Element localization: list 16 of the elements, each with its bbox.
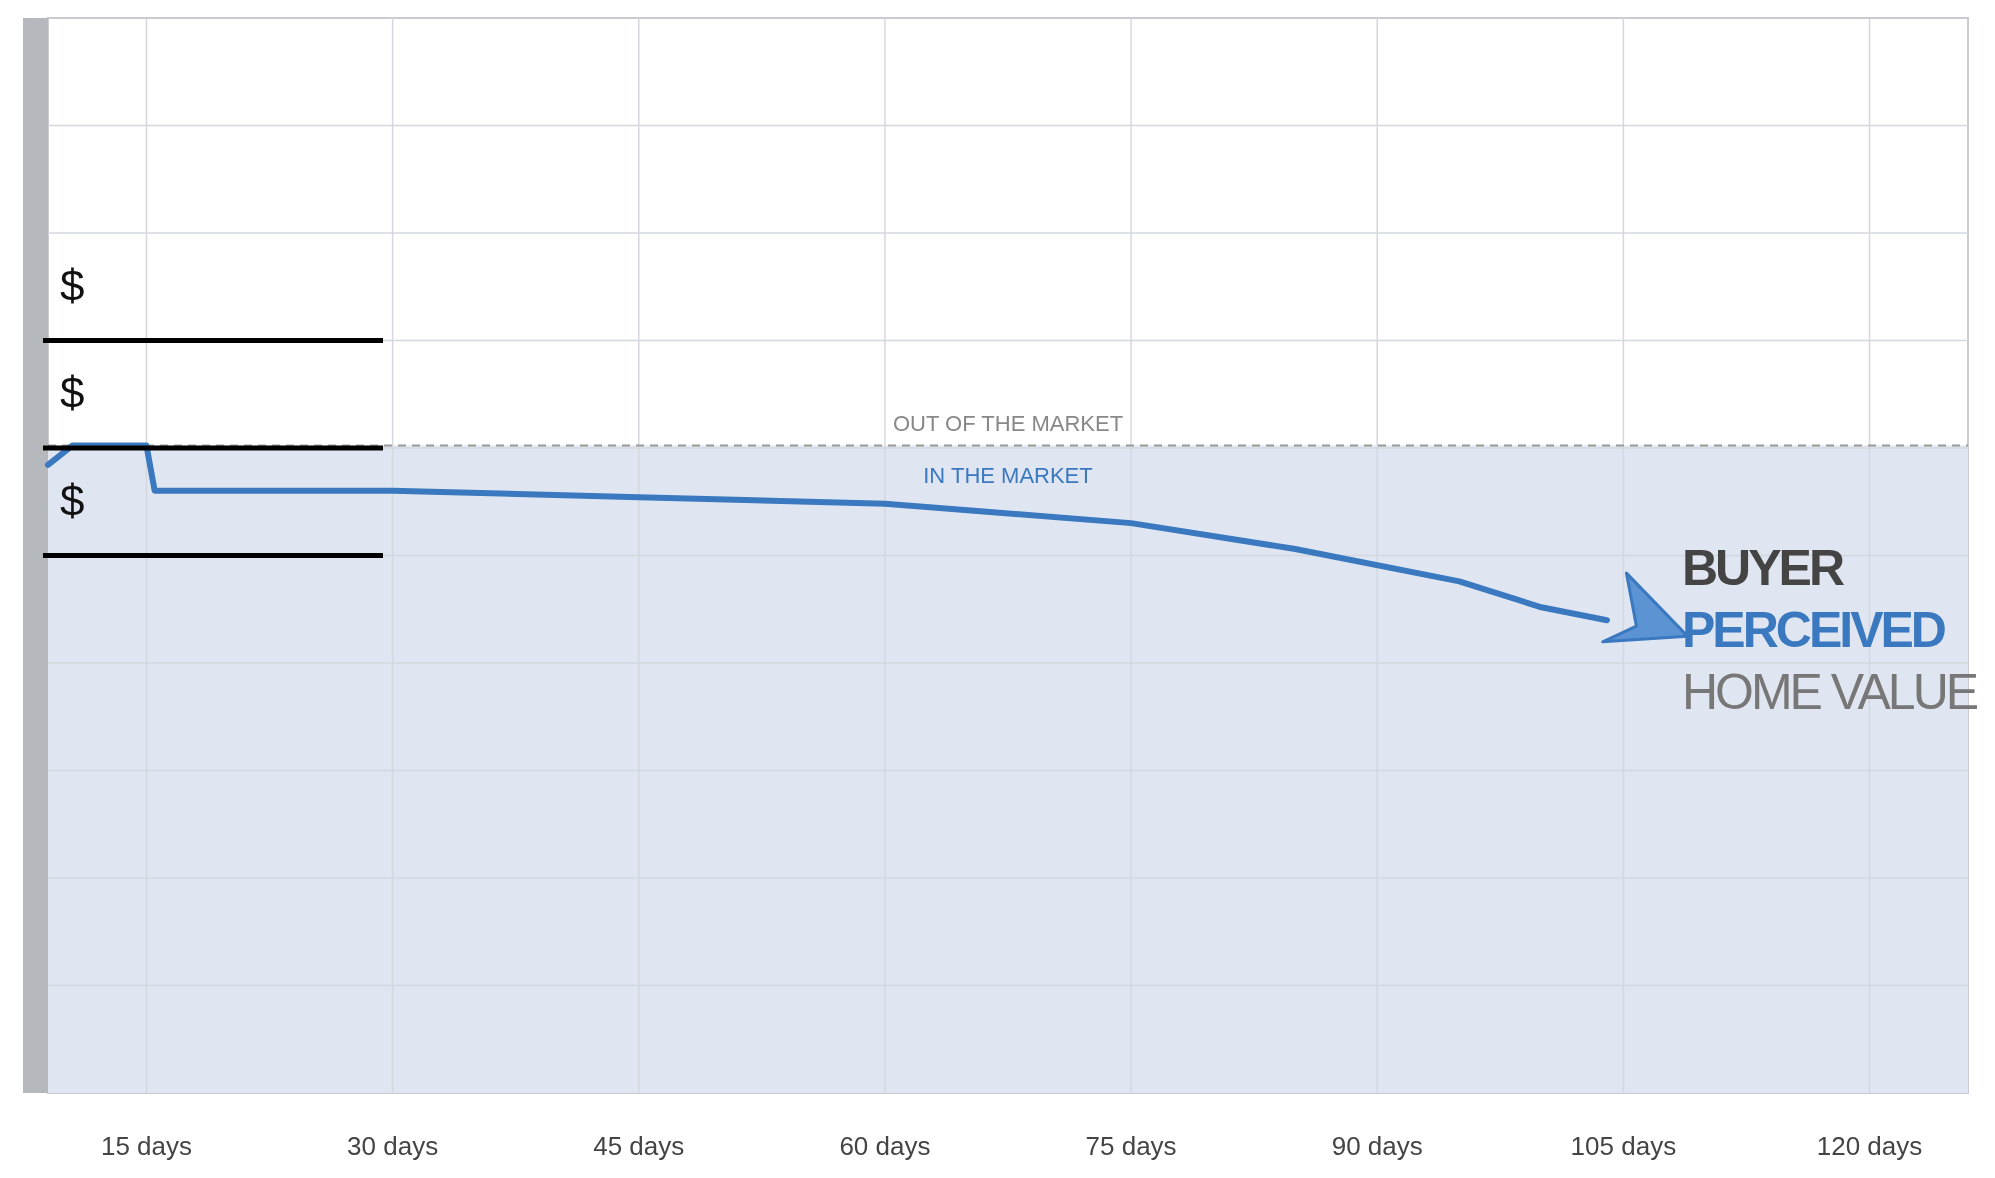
x-tick-label: 60 days [839, 1131, 931, 1161]
band-label: IN THE MARKET [923, 463, 1093, 489]
x-tick-label: 45 days [593, 1131, 685, 1161]
annotation: $ [60, 475, 85, 525]
x-tick-label: 90 days [1331, 1131, 1423, 1161]
annotation: PERCEIVED [1681, 602, 1946, 659]
x-tick-label: 30 days [347, 1131, 439, 1161]
text: $ [60, 260, 85, 310]
ref-line-label: OUT OF THE MARKET [892, 411, 1124, 437]
text: $ [60, 368, 85, 417]
x-tick-label: 105 days [1570, 1131, 1677, 1161]
annotation: BUYER [1681, 540, 1845, 597]
x-tick-label: 120 days [1816, 1131, 1923, 1161]
x-tick-label: 15 days [100, 1131, 192, 1161]
x-tick-label: 75 days [1085, 1131, 1177, 1161]
annotation: HOME VALUE [1681, 664, 1978, 721]
